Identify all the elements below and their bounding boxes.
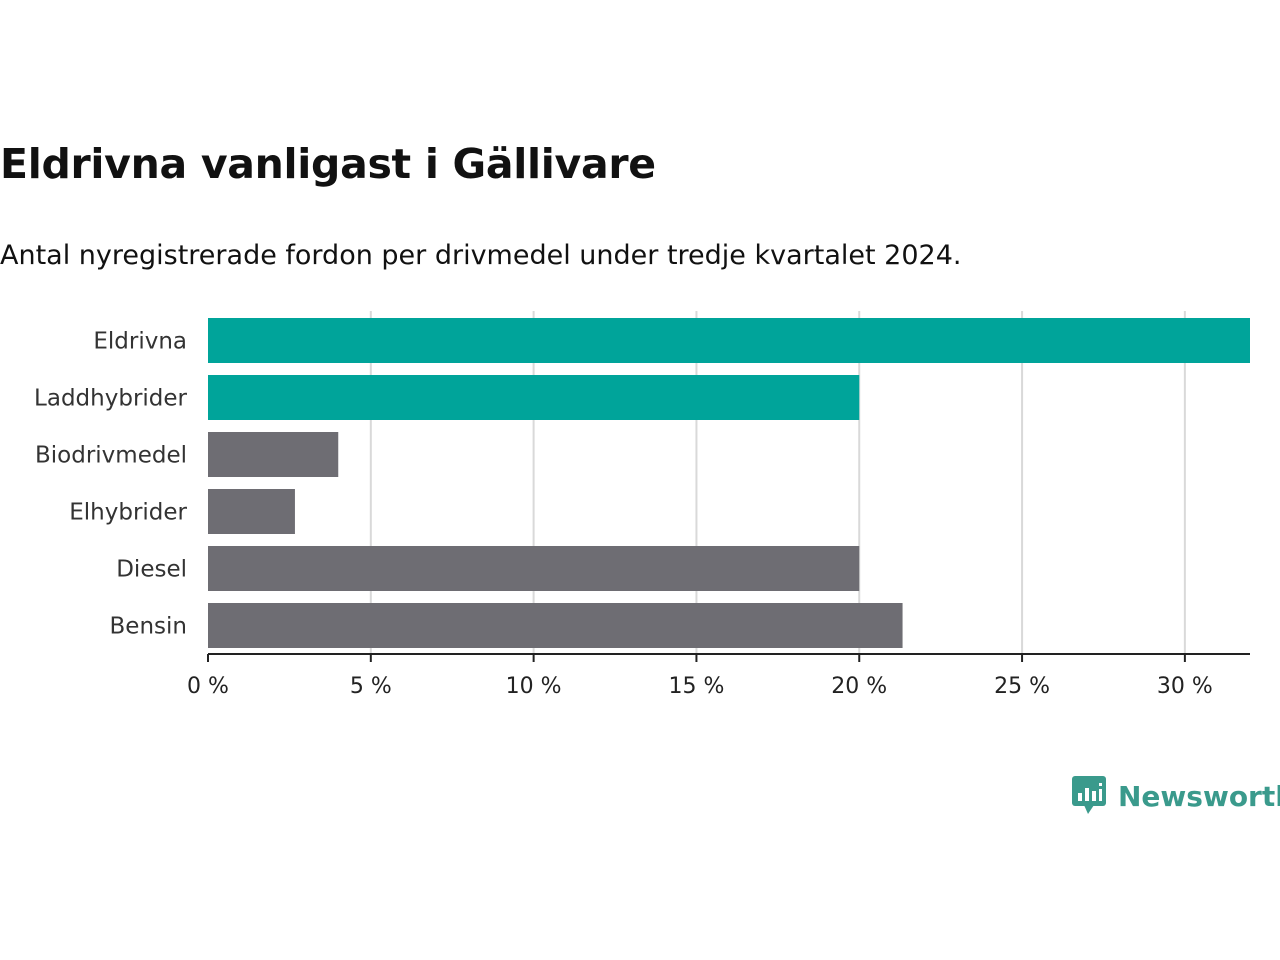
- category-label: Diesel: [116, 557, 187, 583]
- brand-logo: Newsworthy: [1072, 776, 1280, 816]
- category-label: Biodrivmedel: [35, 443, 187, 469]
- x-tick-label: 15 %: [668, 674, 724, 699]
- x-tick-label: 20 %: [831, 674, 887, 699]
- bar: [208, 375, 860, 420]
- bar: [208, 489, 295, 534]
- bar-chart-speech-bubble-icon: [1072, 776, 1106, 814]
- category-label: Elhybrider: [69, 500, 187, 526]
- chart-subtitle: Antal nyregistrerade fordon per drivmede…: [0, 240, 962, 271]
- x-tick-label: 30 %: [1157, 674, 1213, 699]
- chart-title: Eldrivna vanligast i Gällivare: [0, 140, 656, 188]
- bar: [208, 318, 1250, 363]
- brand-name: Newsworthy: [1118, 779, 1280, 813]
- x-tick-label: 25 %: [994, 674, 1050, 699]
- category-label: Eldrivna: [93, 329, 187, 355]
- x-tick-label: 0 %: [187, 674, 229, 699]
- category-label: Laddhybrider: [34, 386, 187, 412]
- bar: [208, 432, 339, 477]
- x-tick-label: 10 %: [506, 674, 562, 699]
- bar: [208, 603, 903, 648]
- bar: [208, 546, 860, 591]
- category-label: Bensin: [110, 614, 187, 640]
- x-tick-label: 5 %: [350, 674, 392, 699]
